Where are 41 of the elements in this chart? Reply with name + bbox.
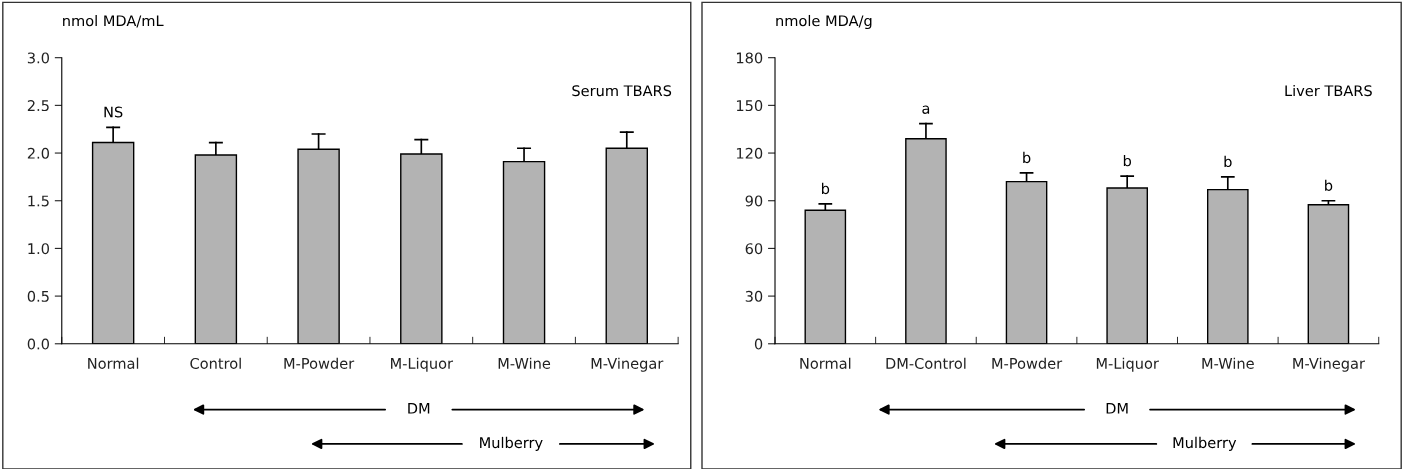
annotation: NS	[104, 106, 123, 118]
annotation: b	[1123, 155, 1132, 167]
y-tick-label: 120	[736, 147, 763, 159]
x-tick-label: M-Powder	[284, 357, 355, 369]
y-axis-title: nmole MDA/g	[776, 14, 872, 30]
x-tick-label: M-Liquor	[391, 357, 454, 372]
y-tick-label: 0.5	[27, 290, 49, 302]
x-tick-label: Normal	[88, 357, 139, 369]
y-tick-label: 30	[745, 290, 763, 302]
annotation: a	[922, 105, 930, 114]
annotation: Liver TBARS	[1285, 84, 1372, 97]
text: DM	[1106, 402, 1128, 414]
text: DM	[408, 402, 430, 414]
y-tick-label: 0	[754, 338, 763, 350]
y-tick-label: 180	[736, 52, 763, 64]
y-tick-label: 150	[736, 100, 763, 112]
x-tick-label: M-Liquor	[1096, 357, 1159, 372]
x-tick-label: M-Vinegar	[591, 357, 664, 372]
x-tick-label: M-Wine	[498, 357, 551, 369]
annotation: b	[1224, 155, 1232, 168]
y-tick-label: 3.0	[27, 52, 49, 64]
y-tick-label: 2.0	[27, 147, 49, 159]
text: Mulberry	[1173, 436, 1237, 451]
annotation: b	[1325, 179, 1333, 191]
y-axis-title: nmol MDA/mL	[63, 14, 164, 28]
y-tick-label: 1.5	[28, 195, 49, 207]
y-tick-label: 0.0	[27, 338, 49, 350]
y-tick-label: 60	[745, 243, 763, 255]
x-tick-label: DM-Control	[886, 357, 966, 369]
annotation: b	[1023, 151, 1031, 164]
text: Mulberry	[480, 436, 543, 451]
x-tick-label: M-Wine	[1202, 357, 1254, 369]
x-tick-label: M-Powder	[992, 357, 1063, 369]
annotation: b	[822, 182, 830, 195]
y-tick-label: 2.5	[27, 100, 49, 112]
x-tick-label: Normal	[800, 357, 851, 369]
y-tick-label: 90	[745, 195, 763, 207]
y-tick-label: 1.0	[28, 243, 49, 255]
x-tick-label: M-Vinegar	[1293, 357, 1365, 372]
x-tick-label: Control	[190, 357, 241, 369]
annotation: Serum TBARS	[572, 85, 672, 97]
